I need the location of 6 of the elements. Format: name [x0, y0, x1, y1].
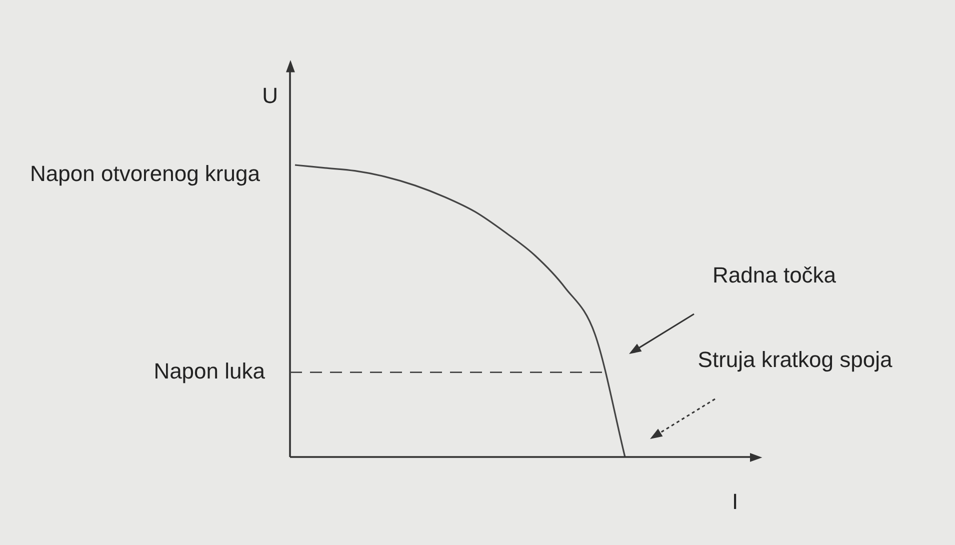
text: Napon otvorenog kruga [30, 161, 261, 186]
text: Radna točka [712, 262, 837, 288]
y-axis-title: U [262, 83, 278, 108]
x-axis-title: I [732, 489, 738, 514]
ref-line-label: Napon luka [154, 358, 266, 384]
text: Struja kratkog spoja [698, 347, 893, 372]
